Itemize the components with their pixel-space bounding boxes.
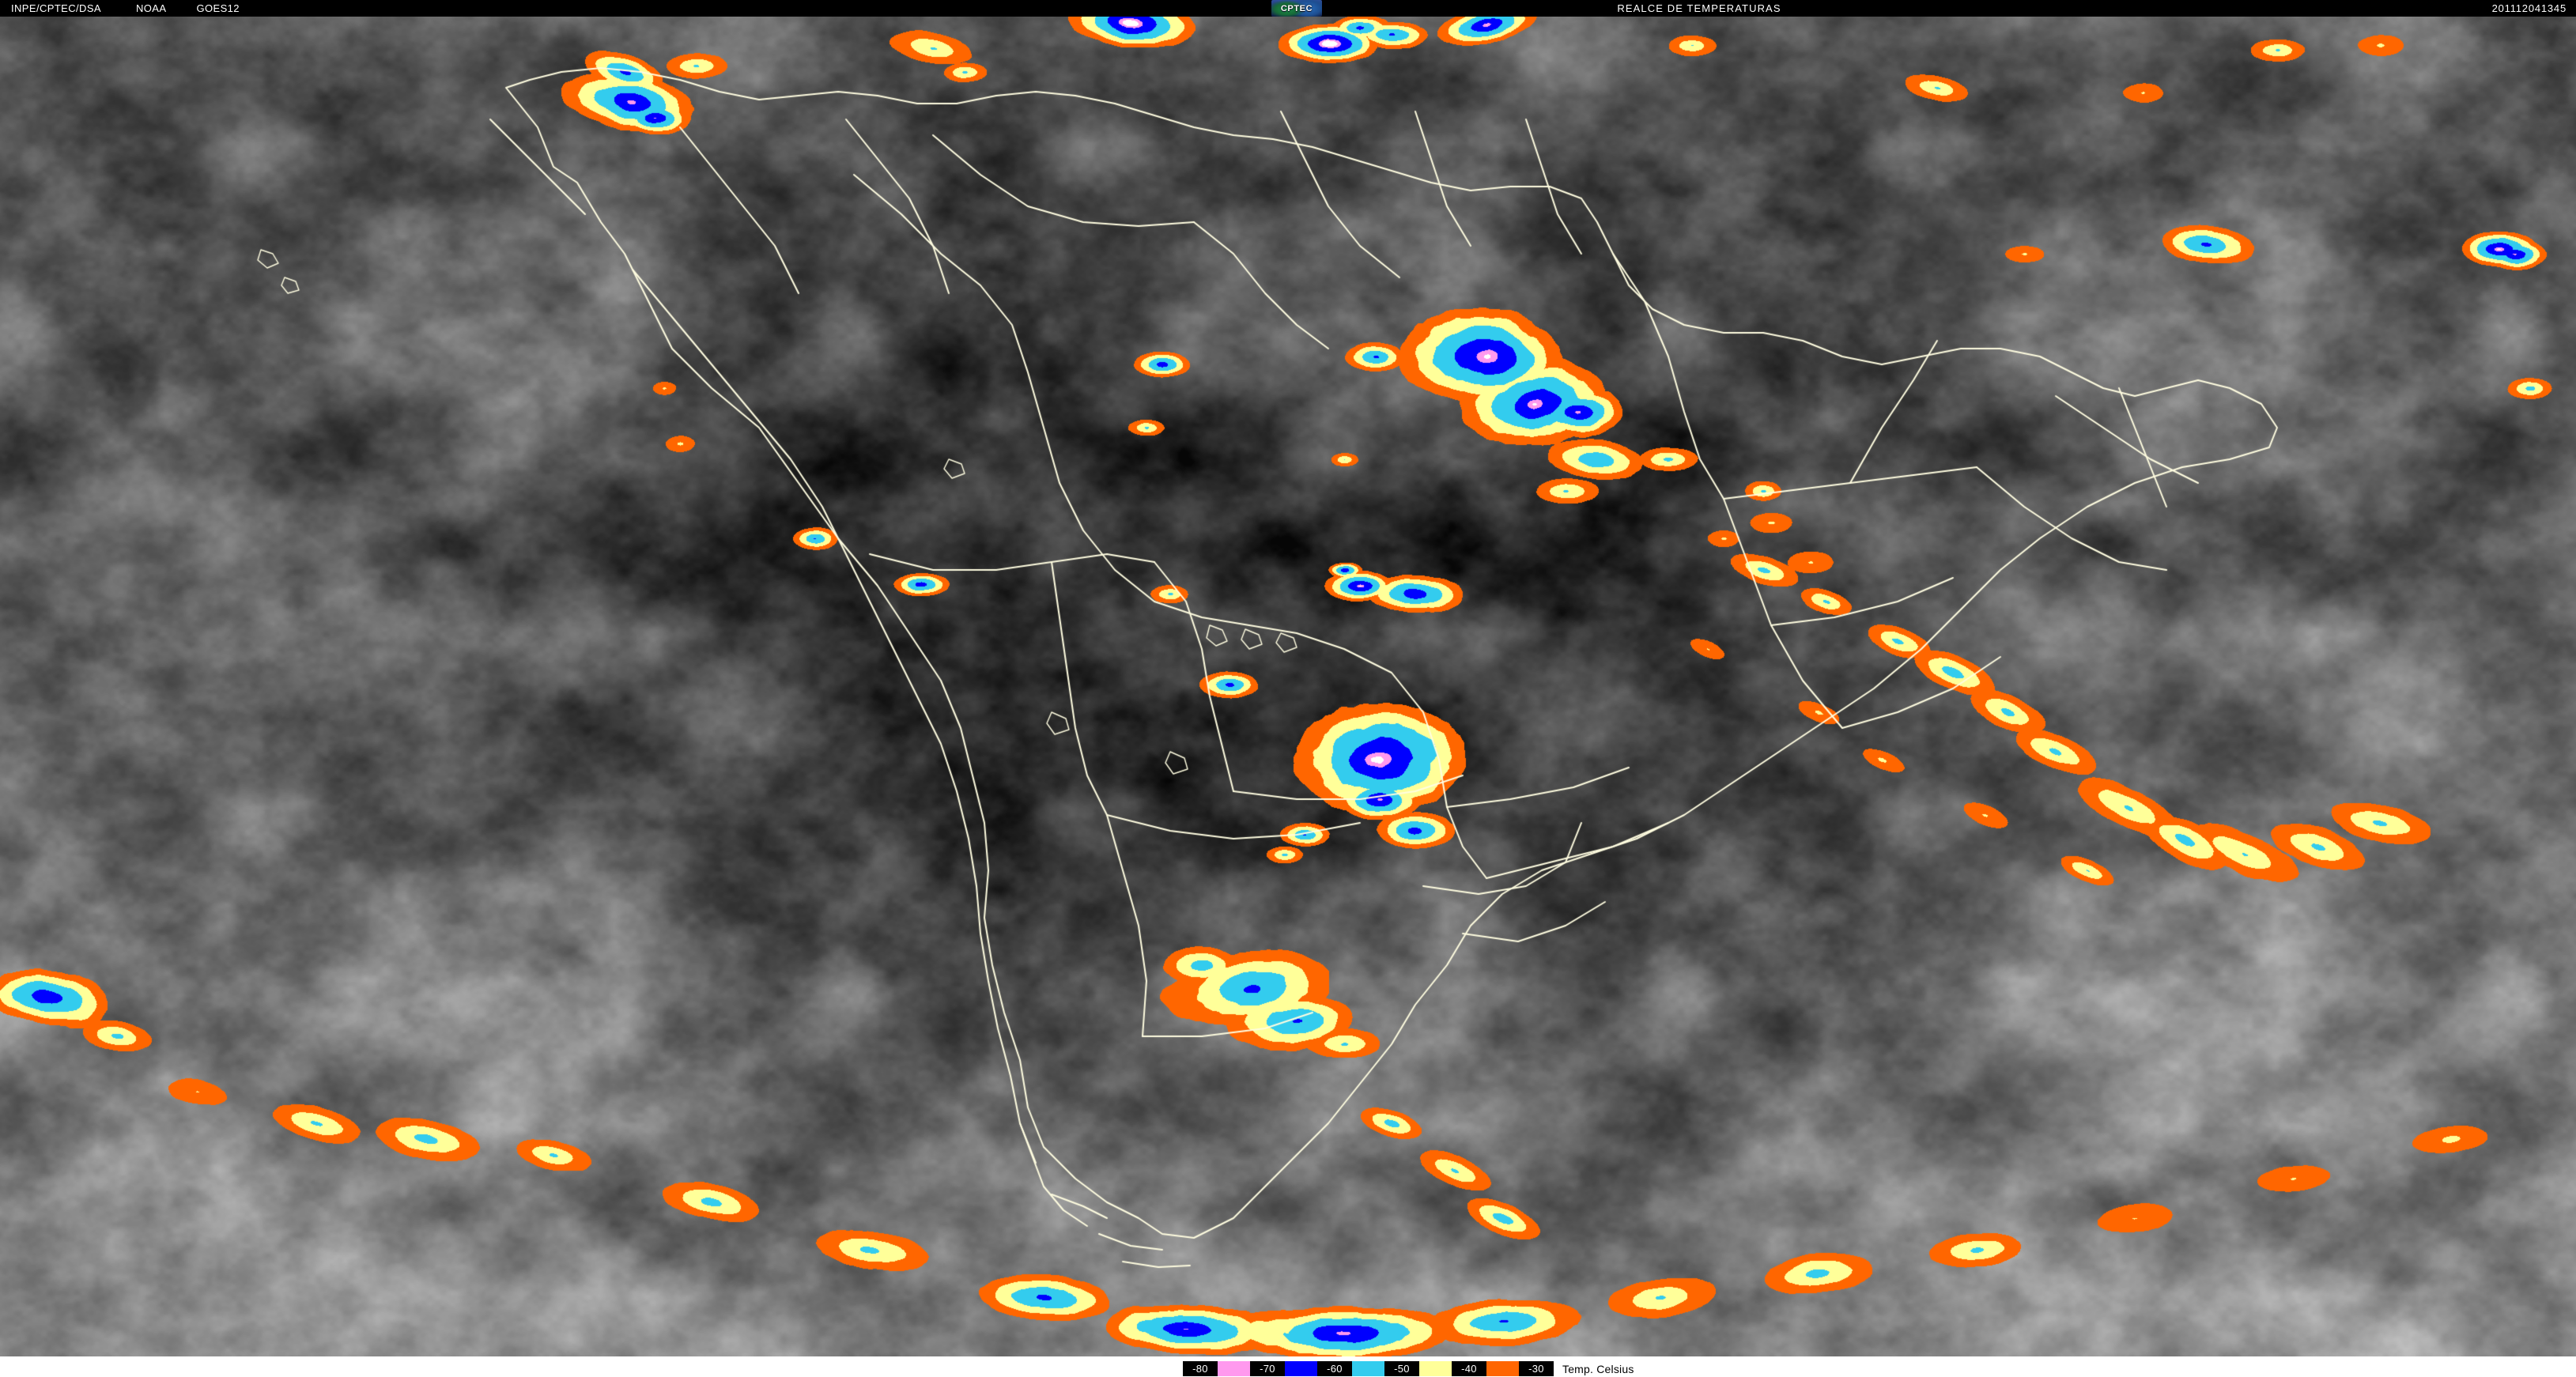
legend-blue-swatch <box>1285 1361 1317 1376</box>
legend-tick--80: -80 <box>1183 1361 1218 1376</box>
temperature-colorbar: -80 -70 -60 -50 -40 -30 Temp. Celsius <box>1150 1361 1634 1376</box>
legend-cyan-swatch <box>1352 1361 1384 1376</box>
legend-tick--70: -70 <box>1250 1361 1285 1376</box>
legend-tick--60: -60 <box>1317 1361 1352 1376</box>
cptec-logo-icon: CPTEC <box>1271 0 1322 17</box>
timestamp-label: 201112041345 <box>2491 2 2567 14</box>
legend-tick--40: -40 <box>1452 1361 1486 1376</box>
legend-white-swatch <box>1150 1361 1183 1376</box>
infrared-imagery <box>0 17 2576 1377</box>
legend-unit-label: Temp. Celsius <box>1562 1362 1634 1375</box>
satellite-label: GOES12 <box>196 2 240 14</box>
legend-tick--30: -30 <box>1519 1361 1554 1376</box>
satellite-image-canvas <box>0 17 2576 1377</box>
institution-label: INPE/CPTEC/DSA <box>11 2 101 14</box>
legend-pink-swatch <box>1218 1361 1250 1376</box>
agency-label: NOAA <box>136 2 167 14</box>
legend-tick--50: -50 <box>1384 1361 1419 1376</box>
product-title: REALCE DE TEMPERATURAS <box>1617 2 1781 14</box>
header-source-info: INPE/CPTEC/DSA NOAA GOES12 <box>11 2 240 14</box>
cptec-logo-text: CPTEC <box>1280 3 1313 13</box>
legend-yellow-swatch <box>1419 1361 1452 1376</box>
legend-orange-swatch <box>1486 1361 1519 1376</box>
header-bar: INPE/CPTEC/DSA NOAA GOES12 CPTEC REALCE … <box>0 0 2576 17</box>
